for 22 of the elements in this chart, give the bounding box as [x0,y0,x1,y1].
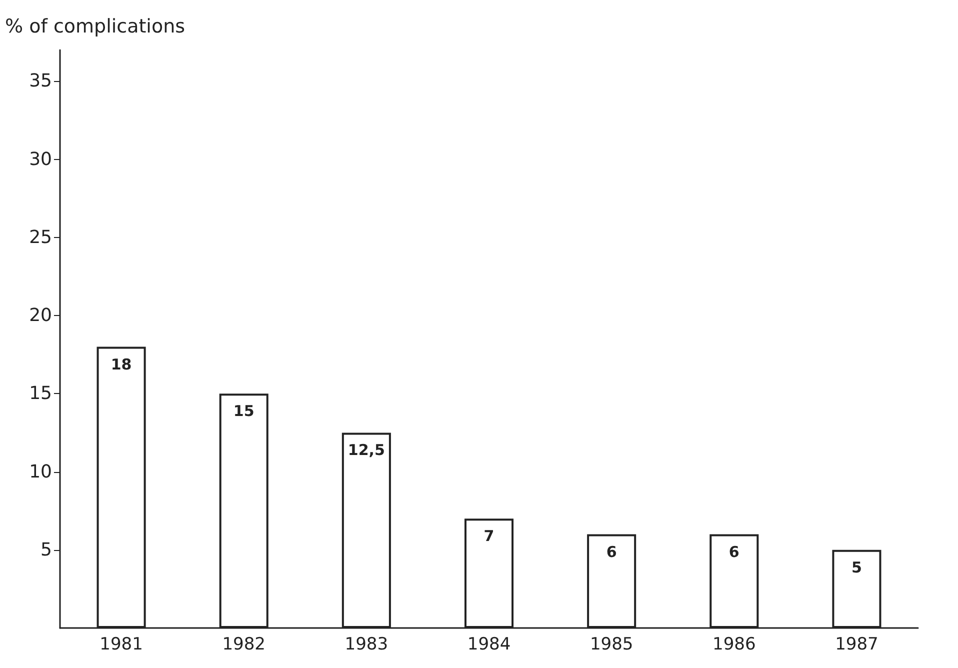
y-tick-label: 10 [29,461,52,482]
y-tick-label: 35 [29,70,52,92]
data-label: 5 [851,558,862,576]
x-tick-label: 1986 [712,634,756,654]
data-label: 15 [233,402,254,420]
y-axis-title: % of complications [5,16,186,38]
y-tick-label: 5 [40,539,52,560]
data-label: 18 [110,355,132,374]
y-tick-label: 25 [29,226,52,248]
x-tick-label: 1983 [344,634,388,654]
x-tick-label: 1982 [222,634,266,654]
data-label: 6 [728,542,740,561]
data-label: 12,5 [348,441,385,460]
data-label: 7 [484,527,494,546]
y-tick-label: 30 [29,148,52,170]
y-tick-label: 15 [29,383,52,404]
x-tick-label: 1987 [835,634,878,654]
x-tick-label: 1984 [467,634,511,654]
x-tick-label: 1981 [100,634,143,654]
x-tick-label: 1985 [590,634,634,654]
data-label: 6 [606,542,617,561]
y-tick-label: 20 [29,305,52,326]
